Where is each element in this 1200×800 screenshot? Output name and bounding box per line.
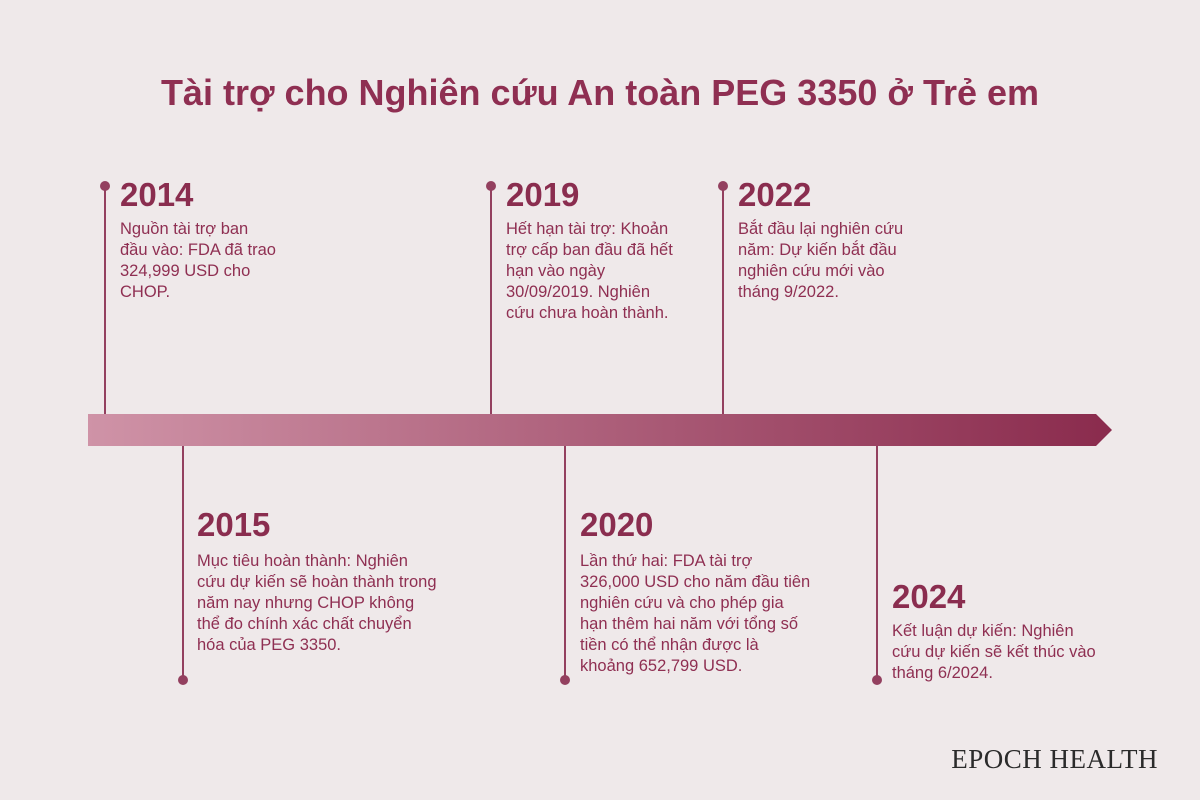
event-description: Nguồn tài trợ ban đầu vào: FDA đã trao 3…	[120, 220, 276, 301]
event-description: Bắt đầu lại nghiên cứu năm: Dự kiến bắt …	[738, 220, 904, 301]
timeline-axis	[88, 414, 1112, 446]
event-marker-dot	[872, 675, 882, 685]
event-description: Lần thứ hai: FDA tài trợ 326,000 USD cho…	[580, 552, 811, 675]
event-year: 2015	[197, 506, 271, 543]
event-connector-line	[876, 446, 878, 680]
brand-logo: EPOCH HEALTH	[951, 744, 1158, 774]
event-connector-line	[722, 186, 724, 414]
timeline-arrow	[88, 414, 1112, 446]
event-year: 2019	[506, 176, 580, 213]
event-description: Mục tiêu hoàn thành: Nghiên cứu dự kiến …	[197, 552, 437, 654]
event-year: 2014	[120, 176, 194, 213]
event-marker-dot	[178, 675, 188, 685]
event-year: 2020	[580, 506, 654, 543]
page-title: Tài trợ cho Nghiên cứu An toàn PEG 3350 …	[160, 72, 1040, 113]
event-description: Hết hạn tài trợ: Khoản trợ cấp ban đầu đ…	[506, 220, 673, 322]
event-connector-line	[564, 446, 566, 680]
event-connector-line	[104, 186, 106, 414]
event-connector-line	[490, 186, 492, 414]
event-connector-line	[182, 446, 184, 680]
event-year: 2024	[892, 578, 966, 615]
event-year: 2022	[738, 176, 812, 213]
event-description: Kết luận dự kiến: Nghiên cứu dự kiến sẽ …	[892, 622, 1096, 682]
event-marker-dot	[560, 675, 570, 685]
